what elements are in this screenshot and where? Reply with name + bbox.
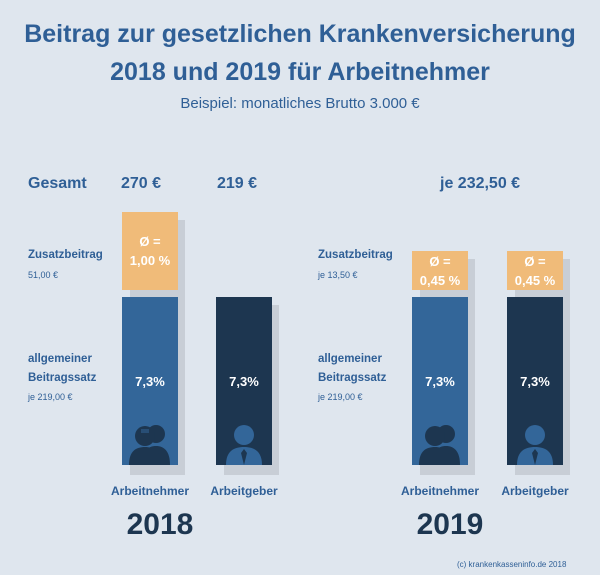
chart-title-line1: Beitrag zur gesetzlichen Krankenversiche… <box>24 20 576 48</box>
person-icon <box>517 425 553 465</box>
total-2018-arbeitgeber: 219 € <box>217 175 258 192</box>
zusatzbeitrag-amount-2018: 51,00 € <box>28 270 59 280</box>
copyright-note: (c) krankenkasseninfo.de 2018 <box>457 560 567 569</box>
bar-zusatz-2018-arbeitnehmer: Ø = 1,00 % <box>122 212 178 290</box>
bar-zusatz-2019-arbeitnehmer: Ø = 0,45 % <box>412 251 468 290</box>
allgemeiner-label-2019-line2: Beitragssatz <box>318 372 387 384</box>
category-label-2018-arbeitgeber: Arbeitgeber <box>210 484 278 498</box>
total-2019: je 232,50 € <box>440 175 521 192</box>
year-label-2019: 2019 <box>416 508 484 541</box>
year-label-2018: 2018 <box>126 508 194 541</box>
allgemeiner-label-2018-line2: Beitragssatz <box>28 372 97 384</box>
bar-label: Ø = <box>524 253 546 269</box>
people-icon <box>419 425 460 465</box>
zusatzbeitrag-amount-2019: je 13,50 € <box>318 270 358 280</box>
category-label-2019-arbeitnehmer: Arbeitnehmer <box>400 484 480 498</box>
chart-title-line2: 2018 und 2019 für Arbeitnehmer <box>110 58 490 86</box>
category-label-2019-arbeitgeber: Arbeitgeber <box>501 484 569 498</box>
bar-label: 1,00 % <box>129 253 171 268</box>
bar-allgemein-2018-arbeitnehmer: 7,3% <box>122 297 178 465</box>
allgemeiner-label-2018-line1: allgemeiner <box>28 353 92 365</box>
bar-allgemein-2019-arbeitgeber: 7,3% <box>507 297 563 465</box>
bar-label: 0,45 % <box>419 272 461 288</box>
bar-zusatz-2019-arbeitgeber: Ø = 0,45 % <box>507 251 563 290</box>
total-row-label: Gesamt <box>28 175 87 192</box>
bar-label: Ø = <box>429 253 451 269</box>
bar-allgemein-2019-arbeitnehmer: 7,3% <box>412 297 468 465</box>
chart-subtitle: Beispiel: monatliches Brutto 3.000 € <box>180 95 420 112</box>
allgemeiner-amount-2018: je 219,00 € <box>28 392 73 402</box>
zusatzbeitrag-label-2019: Zusatzbeitrag <box>318 249 393 261</box>
bar-label: 7,3% <box>425 373 455 389</box>
bar-allgemein-2018-arbeitgeber: 7,3% <box>216 297 272 465</box>
person-icon <box>226 425 262 465</box>
people-icon <box>129 425 170 465</box>
category-label-2018-arbeitnehmer: Arbeitnehmer <box>110 484 190 498</box>
zusatzbeitrag-label-2018: Zusatzbeitrag <box>28 249 103 261</box>
allgemeiner-label-2019-line1: allgemeiner <box>318 353 382 365</box>
bar-label: 7,3% <box>135 373 165 389</box>
bar-label: 0,45 % <box>514 272 556 288</box>
allgemeiner-amount-2019: je 219,00 € <box>318 392 363 402</box>
total-2018-arbeitnehmer: 270 € <box>121 175 162 192</box>
bar-label: 7,3% <box>229 373 259 389</box>
bar-label: Ø = <box>139 234 161 249</box>
bar-label: 7,3% <box>520 373 550 389</box>
